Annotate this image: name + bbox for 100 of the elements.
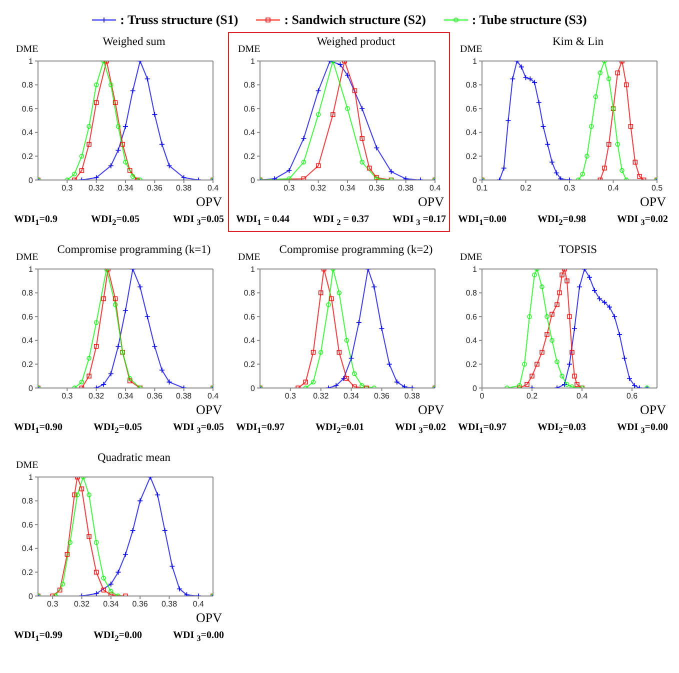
x-tick-label: 0.4 bbox=[608, 184, 620, 193]
x-axis-title: OPV bbox=[640, 194, 666, 210]
x-axis-title: OPV bbox=[640, 402, 666, 418]
y-tick-label: 0.8 bbox=[466, 80, 478, 90]
x-tick-label: 0.34 bbox=[340, 184, 356, 193]
x-tick-label: 0.6 bbox=[626, 392, 638, 401]
x-tick-label: 0.38 bbox=[176, 184, 192, 193]
chart-title: Compromise programming (k=1) bbox=[57, 244, 211, 256]
x-tick-label: 0.3 bbox=[284, 184, 296, 193]
y-tick-label: 0.6 bbox=[22, 104, 34, 114]
x-tick-label: 0.36 bbox=[146, 392, 163, 401]
text: WDI$_{2}$=0.98 bbox=[538, 214, 586, 227]
text: WDI $_{3}$=0.02 bbox=[395, 422, 446, 435]
y-tick-label: 0.4 bbox=[466, 128, 478, 138]
x-tick-label: 0.4 bbox=[192, 600, 205, 609]
text: WDI$_{1}$=0.90 bbox=[14, 422, 62, 435]
y-tick-label: 0.2 bbox=[22, 360, 34, 370]
x-tick-label: 0 bbox=[480, 392, 485, 401]
chart-title: Weighed product bbox=[316, 36, 396, 48]
y-tick-label: 1 bbox=[250, 56, 256, 66]
text: WDI $_{3}$=0.02 bbox=[617, 214, 668, 227]
x-tick-label: 0.36 bbox=[132, 600, 148, 609]
chart-title: Quadratic mean bbox=[97, 452, 171, 464]
x-axis-title: OPV bbox=[196, 402, 222, 418]
x-axis-title: OPV bbox=[418, 402, 444, 418]
x-axis-title: OPV bbox=[196, 610, 222, 626]
x-tick-label: 0.32 bbox=[313, 392, 330, 401]
y-axis-title: DME bbox=[460, 44, 482, 55]
y-tick-label: 0.4 bbox=[22, 128, 34, 138]
x-tick-label: 0.38 bbox=[161, 600, 178, 609]
y-tick-label: 0.8 bbox=[22, 496, 34, 506]
y-axis-title: DME bbox=[238, 252, 260, 263]
y-tick-label: 0.8 bbox=[466, 288, 478, 298]
chart-title: TOPSIS bbox=[558, 244, 598, 256]
chart-title: Weighed sum bbox=[102, 36, 166, 48]
y-tick-label: 1 bbox=[472, 56, 478, 66]
legend-label: : Tube structure (S3) bbox=[472, 12, 587, 28]
x-tick-label: 0.3 bbox=[62, 392, 74, 401]
x-tick-label: 0.2 bbox=[520, 184, 532, 193]
y-tick-label: 0 bbox=[250, 384, 256, 393]
x-tick-label: 0.32 bbox=[74, 600, 90, 609]
y-tick-label: 0 bbox=[28, 176, 34, 185]
x-tick-label: 0.4 bbox=[207, 184, 220, 193]
y-axis-title: DME bbox=[460, 252, 482, 263]
x-tick-label: 0.34 bbox=[118, 392, 134, 401]
y-tick-label: 0 bbox=[28, 592, 34, 601]
y-tick-label: 0.6 bbox=[466, 104, 478, 114]
y-tick-label: 0.8 bbox=[22, 288, 34, 298]
text: WDI$_{1}$ = 0.44 bbox=[236, 214, 290, 227]
text: WDI$_{2}$=0.01 bbox=[316, 422, 364, 435]
y-tick-label: 0.8 bbox=[22, 80, 34, 90]
x-tick-label: 0.36 bbox=[368, 184, 385, 193]
text: WDI $_{3}$ =0.17 bbox=[392, 214, 446, 227]
y-axis-title: DME bbox=[16, 252, 38, 263]
y-tick-label: 0.2 bbox=[244, 152, 256, 162]
text: WDI $_{3}$=0.05 bbox=[173, 422, 224, 435]
x-tick-label: 0.4 bbox=[576, 392, 588, 401]
text: WDI$_{2}$=0.05 bbox=[94, 422, 142, 435]
text: WDI$_{1}$=0.97 bbox=[458, 422, 506, 435]
x-tick-label: 0.34 bbox=[103, 600, 120, 609]
y-tick-label: 0.4 bbox=[244, 128, 256, 138]
y-axis-title: DME bbox=[238, 44, 260, 55]
x-tick-label: 0.36 bbox=[146, 184, 163, 193]
y-axis-title: DME bbox=[16, 460, 38, 471]
y-tick-label: 0.8 bbox=[244, 80, 256, 90]
y-tick-label: 0.4 bbox=[244, 336, 256, 346]
y-tick-label: 0.2 bbox=[22, 568, 34, 578]
y-tick-label: 0.4 bbox=[22, 544, 34, 554]
text: WDI$_{1}$=0.97 bbox=[236, 422, 284, 435]
text: WDI$_{1}$=0.9 bbox=[14, 214, 58, 227]
text: WDI $_{3}$=0.05 bbox=[173, 214, 224, 227]
y-axis-title: DME bbox=[16, 44, 38, 55]
y-tick-label: 1 bbox=[250, 264, 256, 274]
x-tick-label: 0.32 bbox=[88, 392, 105, 401]
y-tick-label: 0.2 bbox=[22, 152, 34, 162]
y-tick-label: 1 bbox=[28, 472, 34, 482]
y-tick-label: 0.6 bbox=[22, 312, 34, 322]
text: WDI$_{2}$=0.03 bbox=[538, 422, 586, 435]
y-tick-label: 0 bbox=[250, 176, 256, 185]
x-tick-label: 0.2 bbox=[526, 392, 538, 401]
text: WDI$_{2}$=0.05 bbox=[91, 214, 140, 227]
y-tick-label: 0.6 bbox=[244, 104, 256, 114]
legend-label: : Sandwich structure (S2) bbox=[284, 12, 426, 28]
x-tick-label: 0.34 bbox=[344, 392, 360, 401]
text: WDI$_{2}$=0.00 bbox=[94, 630, 142, 643]
text: WDI$_{1}$=0.99 bbox=[14, 630, 62, 643]
y-tick-label: 0.2 bbox=[466, 360, 478, 370]
x-tick-label: 0.32 bbox=[88, 184, 105, 193]
y-tick-label: 1 bbox=[28, 264, 34, 274]
chart-title: Compromise programming (k=2) bbox=[279, 244, 433, 256]
x-tick-label: 0.38 bbox=[176, 392, 192, 401]
x-tick-label: 0.36 bbox=[374, 392, 390, 401]
y-tick-label: 0.2 bbox=[466, 152, 478, 162]
y-tick-label: 0.6 bbox=[466, 312, 478, 322]
y-tick-label: 0 bbox=[28, 384, 34, 393]
x-axis-title: OPV bbox=[418, 194, 444, 210]
y-tick-label: 0 bbox=[472, 176, 478, 185]
x-tick-label: 0.38 bbox=[398, 184, 414, 193]
y-tick-label: 0.4 bbox=[22, 336, 34, 346]
text: WDI$_{1}$=0.00 bbox=[458, 214, 506, 227]
